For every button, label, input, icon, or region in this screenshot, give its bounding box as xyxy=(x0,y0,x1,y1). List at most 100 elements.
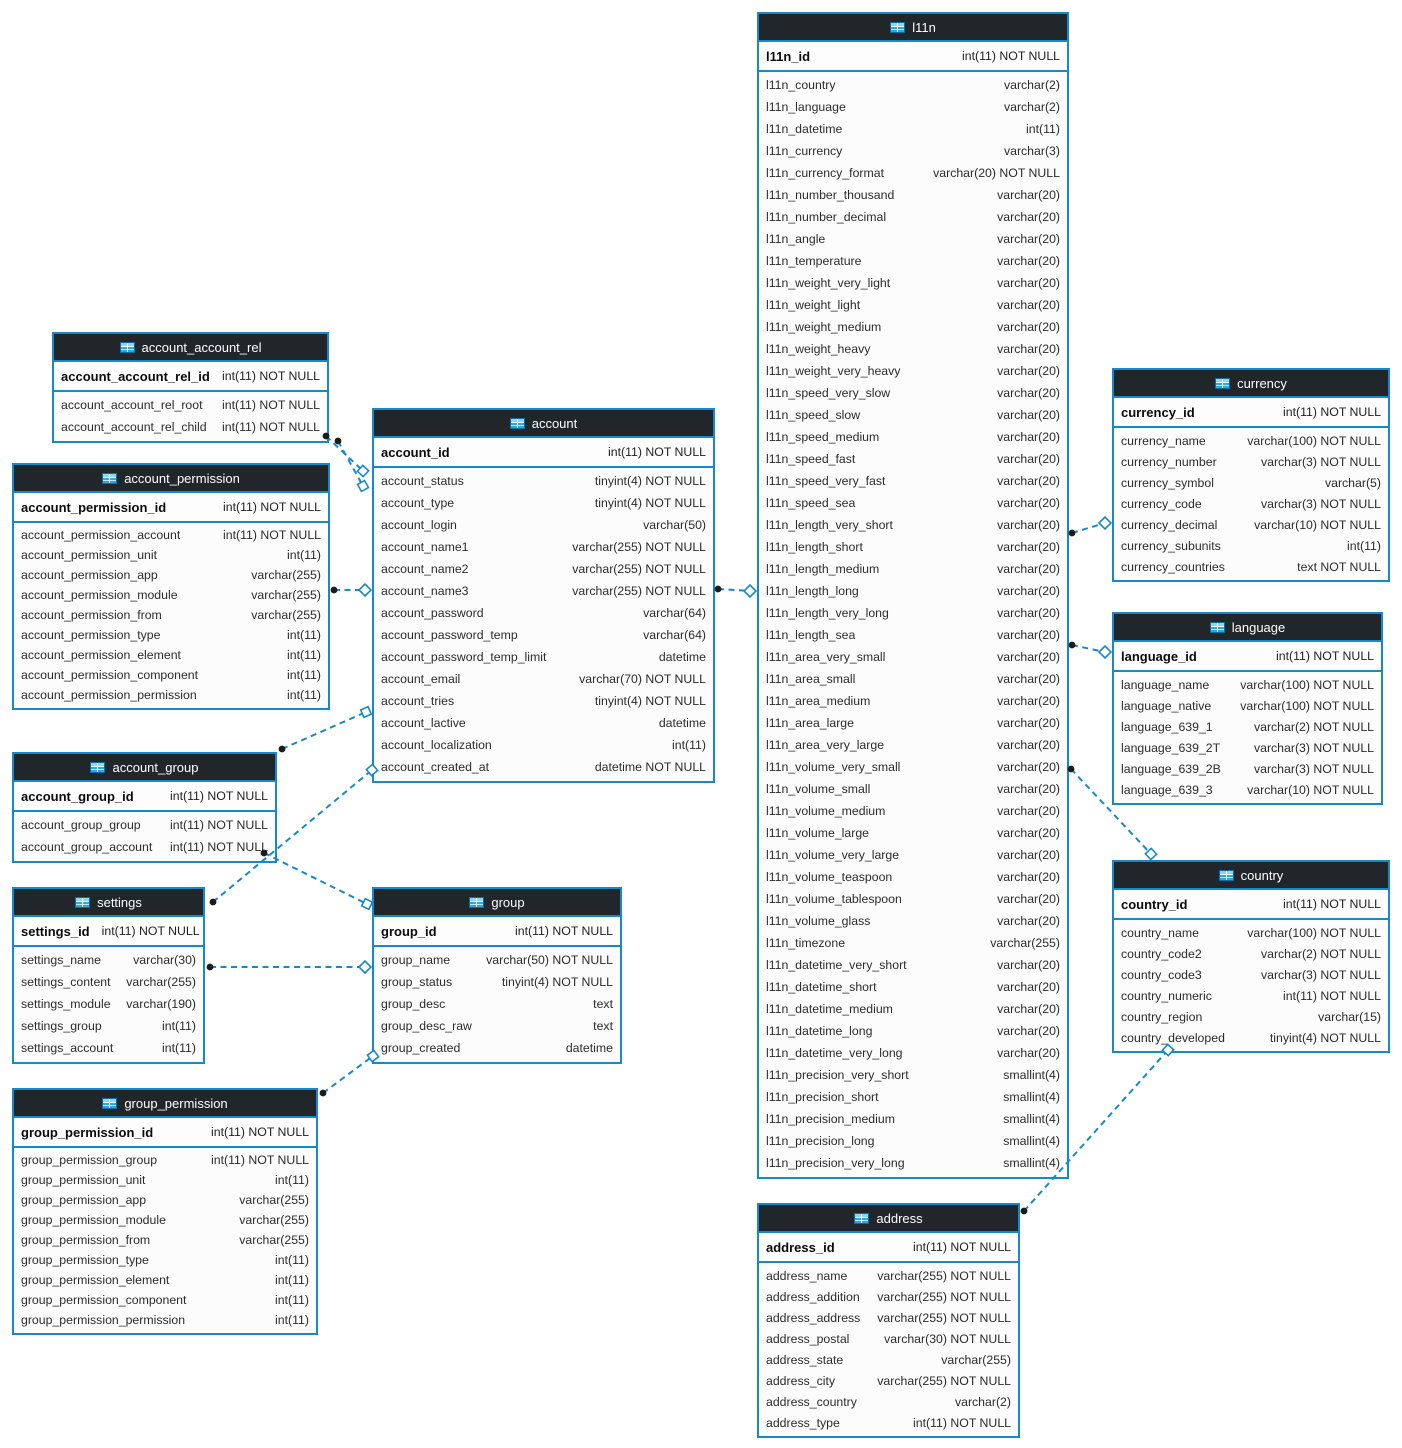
table-header[interactable]: group xyxy=(374,889,620,917)
column-type: varchar(20) xyxy=(997,650,1060,664)
column-row: account_login varchar(50) xyxy=(374,514,713,536)
table-account[interactable]: account account_id int(11) NOT NULL acco… xyxy=(372,408,715,783)
column-type: varchar(255) xyxy=(251,608,321,622)
column-name: settings_content xyxy=(21,975,111,989)
table-group_permission[interactable]: group_permission group_permission_id int… xyxy=(12,1088,318,1335)
column-row: group_permission_unit int(11) xyxy=(14,1170,316,1190)
primary-key-name: settings_id xyxy=(21,923,90,939)
column-type: varchar(255) xyxy=(126,975,196,989)
column-row: l11n_angle varchar(20) xyxy=(759,228,1067,250)
column-type: varchar(10) NOT NULL xyxy=(1247,782,1374,797)
primary-key-row: country_id int(11) NOT NULL xyxy=(1114,890,1388,920)
column-row: account_name1 varchar(255) NOT NULL xyxy=(374,536,713,558)
column-name: language_639_2B xyxy=(1121,761,1221,776)
table-header[interactable]: account xyxy=(374,410,713,438)
column-type: varchar(20) xyxy=(997,760,1060,774)
column-type: int(11) NOT NULL xyxy=(1283,988,1381,1003)
column-row: group_permission_group int(11) NOT NULL xyxy=(14,1150,316,1170)
column-name: account_type xyxy=(381,496,455,510)
column-name: address_name xyxy=(766,1268,848,1283)
column-name: currency_name xyxy=(1121,433,1206,448)
column-row: account_account_rel_child int(11) NOT NU… xyxy=(54,416,327,438)
column-row: l11n_area_large varchar(20) xyxy=(759,712,1067,734)
table-address[interactable]: address address_id int(11) NOT NULL addr… xyxy=(757,1203,1020,1438)
table-icon xyxy=(469,896,485,908)
column-row: currency_countries text NOT NULL xyxy=(1114,556,1388,577)
column-row: account_permission_component int(11) xyxy=(14,665,328,685)
column-type: int(11) NOT NULL xyxy=(222,420,320,434)
table-header[interactable]: country xyxy=(1114,862,1388,890)
column-name: l11n_area_medium xyxy=(766,694,871,708)
column-row: currency_number varchar(3) NOT NULL xyxy=(1114,451,1388,472)
column-row: currency_code varchar(3) NOT NULL xyxy=(1114,493,1388,514)
table-account_permission[interactable]: account_permission account_permission_id… xyxy=(12,463,330,710)
column-row: l11n_length_very_short varchar(20) xyxy=(759,514,1067,536)
table-header[interactable]: l11n xyxy=(759,14,1067,42)
column-row: address_name varchar(255) NOT NULL xyxy=(759,1265,1018,1286)
column-type: varchar(3) NOT NULL xyxy=(1260,967,1381,982)
column-type: varchar(20) xyxy=(997,782,1060,796)
column-type: varchar(20) xyxy=(997,386,1060,400)
column-type: tinyint(4) NOT NULL xyxy=(594,694,706,708)
column-type: varchar(20) xyxy=(997,848,1060,862)
table-header[interactable]: address xyxy=(759,1205,1018,1233)
column-type: varchar(20) xyxy=(997,298,1060,312)
column-type: tinyint(4) NOT NULL xyxy=(594,496,706,510)
table-header[interactable]: settings xyxy=(14,889,203,917)
primary-key-name: currency_id xyxy=(1121,404,1195,420)
table-language[interactable]: language language_id int(11) NOT NULL la… xyxy=(1112,612,1383,805)
column-row: settings_module varchar(190) xyxy=(14,993,203,1015)
primary-key-type: int(11) NOT NULL xyxy=(1283,897,1381,911)
column-type: varchar(100) NOT NULL xyxy=(1240,698,1374,713)
table-header[interactable]: account_account_rel xyxy=(54,334,327,362)
column-row: group_permission_from varchar(255) xyxy=(14,1230,316,1250)
column-type: int(11) NOT NULL xyxy=(223,528,321,542)
primary-key-row: settings_id int(11) NOT NULL xyxy=(14,917,203,947)
column-name: l11n_language xyxy=(766,100,846,114)
relation-group_permission-group xyxy=(319,1049,380,1097)
column-name: l11n_weight_heavy xyxy=(766,342,871,356)
column-row: address_postal varchar(30) NOT NULL xyxy=(759,1328,1018,1349)
column-row: l11n_number_decimal varchar(20) xyxy=(759,206,1067,228)
column-name: group_desc_raw xyxy=(381,1019,472,1033)
column-type: int(11) xyxy=(287,628,321,642)
table-settings[interactable]: settings settings_id int(11) NOT NULL se… xyxy=(12,887,205,1064)
primary-key-type: int(11) NOT NULL xyxy=(222,369,320,383)
column-type: varchar(20) xyxy=(997,716,1060,730)
column-name: group_status xyxy=(381,975,453,989)
column-name: l11n_precision_long xyxy=(766,1134,875,1148)
table-header[interactable]: group_permission xyxy=(14,1090,316,1118)
column-name: country_developed xyxy=(1121,1030,1225,1045)
column-name: l11n_length_medium xyxy=(766,562,880,576)
column-name: l11n_speed_sea xyxy=(766,496,856,510)
table-account_account_rel[interactable]: account_account_rel account_account_rel_… xyxy=(52,332,329,443)
column-name: currency_decimal xyxy=(1121,517,1218,532)
table-currency[interactable]: currency currency_id int(11) NOT NULL cu… xyxy=(1112,368,1390,582)
table-header[interactable]: currency xyxy=(1114,370,1388,398)
column-type: datetime xyxy=(565,1041,613,1055)
column-name: l11n_volume_glass xyxy=(766,914,871,928)
column-row: address_address varchar(255) NOT NULL xyxy=(759,1307,1018,1328)
column-row: l11n_precision_very_long smallint(4) xyxy=(759,1152,1067,1174)
table-l11n[interactable]: l11n l11n_id int(11) NOT NULL l11n_count… xyxy=(757,12,1069,1179)
column-name: address_addition xyxy=(766,1289,860,1304)
primary-key-row: group_permission_id int(11) NOT NULL xyxy=(14,1118,316,1148)
column-name: account_permission_component xyxy=(21,668,199,682)
table-header[interactable]: account_permission xyxy=(14,465,328,493)
column-type: int(11) xyxy=(275,1173,309,1187)
column-row: l11n_weight_medium varchar(20) xyxy=(759,316,1067,338)
table-country[interactable]: country country_id int(11) NOT NULL coun… xyxy=(1112,860,1390,1053)
column-row: l11n_weight_light varchar(20) xyxy=(759,294,1067,316)
column-row: l11n_volume_glass varchar(20) xyxy=(759,910,1067,932)
table-header[interactable]: account_group xyxy=(14,754,275,782)
column-name: account_name1 xyxy=(381,540,469,554)
table-account_group[interactable]: account_group account_group_id int(11) N… xyxy=(12,752,277,863)
column-row: l11n_area_very_large varchar(20) xyxy=(759,734,1067,756)
column-type: varchar(20) xyxy=(997,628,1060,642)
table-group[interactable]: group group_id int(11) NOT NULL group_na… xyxy=(372,887,622,1064)
column-type: varchar(20) xyxy=(997,452,1060,466)
column-type: varchar(255) xyxy=(941,1352,1011,1367)
table-header[interactable]: language xyxy=(1114,614,1381,642)
column-name: account_permission_unit xyxy=(21,548,158,562)
relation-square-marker xyxy=(356,464,370,478)
